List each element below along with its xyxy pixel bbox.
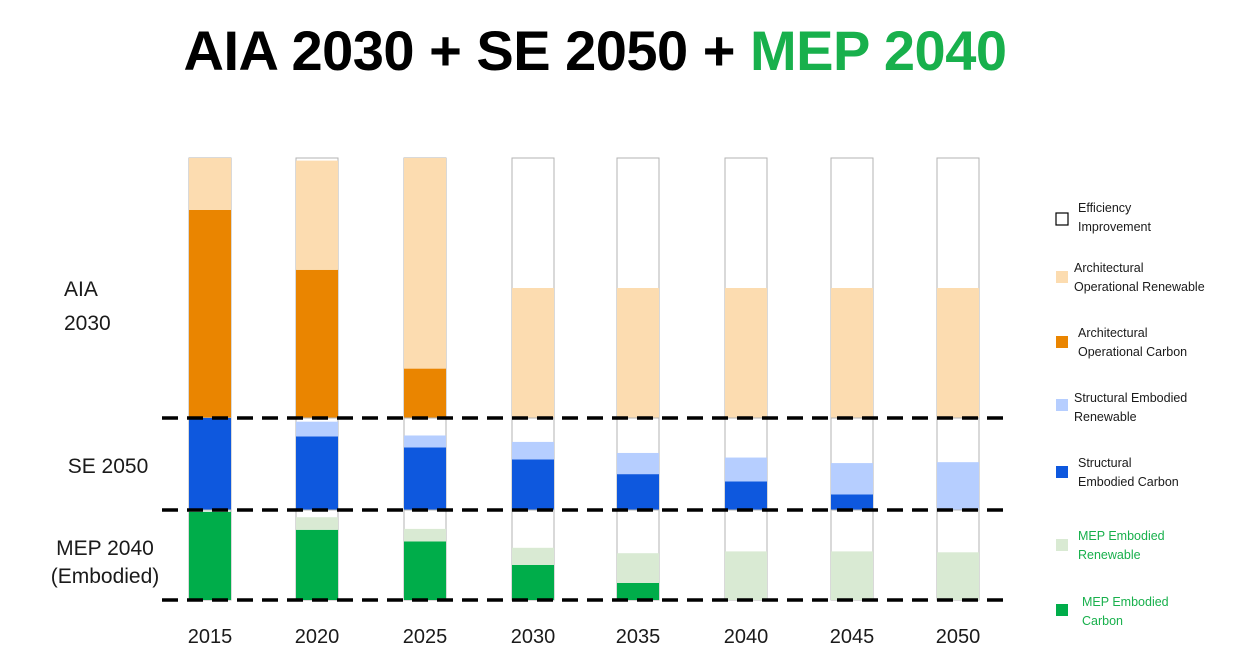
legend-swatch-struct-carbon — [1056, 466, 1068, 478]
legend-label-line-2: Operational Renewable — [1074, 280, 1205, 294]
legend-swatch-arch-renewable — [1056, 271, 1068, 283]
bar-struct-carbon-2030 — [512, 459, 554, 510]
bar-column-2030 — [511, 157, 555, 601]
title-part-1: AIA 2030 + SE 2050 + — [183, 19, 750, 82]
bar-struct-carbon-2040 — [725, 481, 767, 510]
bar-struct-carbon-2045 — [831, 494, 873, 510]
legend-item-arch-renewable: Architectural Operational Renewable — [1056, 261, 1205, 294]
bar-arch-renewable-2035 — [617, 288, 659, 418]
bar-mep-carbon-2030 — [512, 564, 554, 600]
bar-mep-carbon-2035 — [617, 582, 659, 600]
bar-mep-renewable-2040 — [725, 551, 767, 600]
title-part-2: MEP 2040 — [750, 19, 1007, 82]
legend-label-line-1: Efficiency — [1078, 201, 1132, 215]
band-dividers — [162, 416, 1005, 602]
legend-item-struct-carbon: Structural Embodied Carbon — [1056, 456, 1179, 489]
row-labels: AIA 2030 SE 2050 MEP 2040 (Embodied) — [51, 278, 160, 588]
bar-struct-renewable-2045 — [831, 463, 873, 495]
legend-label-line-1: MEP Embodied — [1082, 595, 1169, 609]
bar-mep-renewable-2050 — [937, 552, 979, 600]
bar-arch-carbon-2015 — [189, 210, 231, 418]
bar-column-2045 — [830, 157, 874, 601]
legend-item-efficiency: Efficiency Improvement — [1055, 201, 1151, 234]
legend-swatch-mep-carbon — [1056, 604, 1068, 616]
bar-column-2040 — [724, 157, 768, 601]
legend-swatch-efficiency — [1055, 212, 1069, 226]
legend-label-line-1: Structural Embodied — [1074, 391, 1187, 405]
chart-title: AIA 2030 + SE 2050 + MEP 2040 — [0, 18, 1190, 83]
x-tick-2020: 2020 — [295, 626, 340, 648]
legend-label-line-2: Carbon — [1082, 614, 1123, 628]
bar-mep-renewable-2020 — [296, 517, 338, 530]
bar-arch-renewable-2050 — [937, 288, 979, 418]
bar-mep-carbon-2025 — [404, 541, 446, 600]
legend-swatch-arch-carbon — [1056, 336, 1068, 348]
bar-struct-carbon-2035 — [617, 474, 659, 510]
legend-label-line-2: Embodied Carbon — [1078, 475, 1179, 489]
bar-struct-carbon-2020 — [296, 436, 338, 510]
legend-item-arch-carbon: Architectural Operational Carbon — [1056, 326, 1187, 359]
legend-label-line-2: Improvement — [1078, 220, 1151, 234]
bar-arch-renewable-2015 — [189, 158, 231, 210]
row-label-2-line-1: SE 2050 — [68, 455, 149, 478]
bar-mep-carbon-2015 — [189, 511, 231, 600]
bar-struct-renewable-2025 — [404, 435, 446, 448]
x-tick-2030: 2030 — [511, 626, 556, 648]
legend-swatch-mep-renewable — [1056, 539, 1068, 551]
bar-column-2050 — [936, 157, 980, 601]
x-tick-2050: 2050 — [936, 626, 981, 648]
legend-item-mep-carbon: MEP Embodied Carbon — [1056, 595, 1169, 628]
bar-mep-carbon-2020 — [296, 529, 338, 600]
bar-arch-renewable-2040 — [725, 288, 767, 418]
bar-struct-renewable-2020 — [296, 421, 338, 437]
row-label-1-line-1: AIA — [64, 278, 98, 301]
bar-struct-renewable-2040 — [725, 457, 767, 482]
bar-struct-carbon-2015 — [189, 418, 231, 510]
bar-mep-renewable-2045 — [831, 551, 873, 600]
x-tick-2040: 2040 — [724, 626, 769, 648]
bar-arch-renewable-2030 — [512, 288, 554, 418]
legend-label-line-2: Operational Carbon — [1078, 345, 1187, 359]
bar-column-2025 — [403, 157, 447, 601]
bar-arch-renewable-2020 — [296, 160, 338, 270]
bar-struct-renewable-2050 — [937, 462, 979, 510]
bar-arch-carbon-2020 — [296, 269, 338, 418]
legend-item-mep-renewable: MEP Embodied Renewable — [1056, 529, 1165, 562]
bar-mep-renewable-2025 — [404, 528, 446, 542]
x-tick-2045: 2045 — [830, 626, 875, 648]
bar-column-2015 — [188, 157, 232, 601]
bar-arch-renewable-2025 — [404, 158, 446, 369]
legend-label-line-1: Architectural — [1074, 261, 1143, 275]
legend-swatch-struct-renewable — [1056, 399, 1068, 411]
x-tick-2035: 2035 — [616, 626, 661, 648]
legend-label-line-1: Structural — [1078, 456, 1132, 470]
bar-column-2035 — [616, 157, 660, 601]
bar-struct-renewable-2030 — [512, 441, 554, 460]
bar-column-2020 — [295, 157, 339, 601]
x-tick-2015: 2015 — [188, 626, 233, 648]
row-label-3-line-2: (Embodied) — [51, 565, 160, 588]
bar-mep-renewable-2030 — [512, 547, 554, 565]
bars-group — [188, 157, 980, 601]
legend-label-line-2: Renewable — [1074, 410, 1137, 424]
legend-label-line-2: Renewable — [1078, 548, 1141, 562]
row-label-1-line-2: 2030 — [64, 312, 111, 335]
bar-arch-renewable-2045 — [831, 288, 873, 418]
bar-struct-carbon-2025 — [404, 447, 446, 510]
bar-struct-renewable-2035 — [617, 452, 659, 475]
x-axis-ticks: 2015 2020 2025 2030 2035 2040 2045 2050 — [188, 626, 981, 648]
bar-arch-carbon-2025 — [404, 368, 446, 418]
legend-label-line-1: MEP Embodied — [1078, 529, 1165, 543]
x-tick-2025: 2025 — [403, 626, 448, 648]
legend-label-line-1: Architectural — [1078, 326, 1147, 340]
legend: Efficiency Improvement Architectural Operat… — [1055, 201, 1205, 628]
bar-mep-renewable-2035 — [617, 553, 659, 583]
legend-item-struct-renewable: Structural Embodied Renewable — [1056, 391, 1187, 424]
row-label-3-line-1: MEP 2040 — [56, 537, 154, 560]
